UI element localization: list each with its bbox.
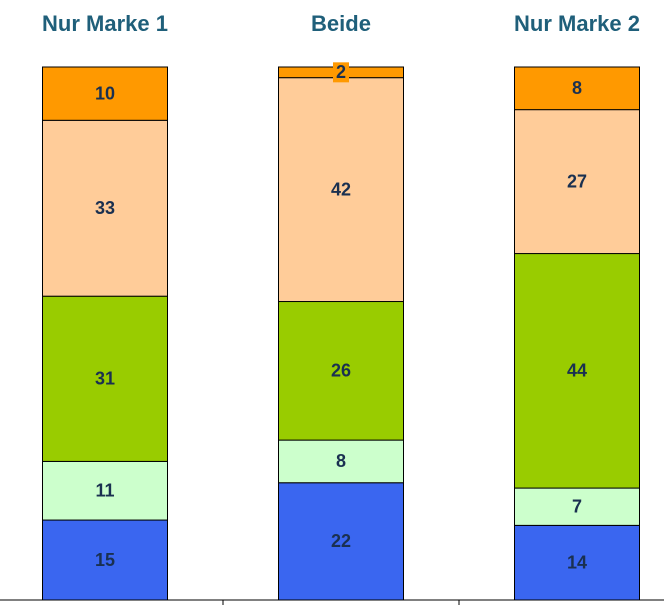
value-label: 14 xyxy=(567,552,587,572)
value-label: 2 xyxy=(336,62,346,82)
bar-segment xyxy=(42,119,168,297)
value-label: 8 xyxy=(572,78,582,98)
category-label: Nur Marke 1 xyxy=(42,11,168,36)
category-label: Beide xyxy=(311,11,371,36)
bar-segment xyxy=(42,66,168,121)
bar-segment xyxy=(278,482,404,601)
bar-segment xyxy=(514,253,640,489)
bar-segment xyxy=(278,439,404,484)
category-label: Nur Marke 2 xyxy=(514,11,640,36)
value-label: 26 xyxy=(331,361,351,381)
value-label: 44 xyxy=(567,361,587,381)
bar-segment xyxy=(42,460,168,521)
bar-segment xyxy=(514,66,640,111)
value-label: 31 xyxy=(95,369,115,389)
bar-segment xyxy=(278,301,404,441)
value-label: 15 xyxy=(95,550,115,570)
bar-segment xyxy=(278,77,404,303)
value-label: 33 xyxy=(95,198,115,218)
value-label: 27 xyxy=(567,171,587,191)
value-label: 11 xyxy=(95,480,114,500)
bar-segment xyxy=(514,524,640,601)
value-label: 7 xyxy=(572,496,582,516)
bar-segment xyxy=(42,519,168,601)
value-label: 8 xyxy=(336,451,346,471)
value-label: 10 xyxy=(95,83,115,103)
bar-segment xyxy=(514,109,640,255)
value-label: 22 xyxy=(331,531,351,551)
label-background xyxy=(333,62,349,83)
value-label: 42 xyxy=(331,179,351,199)
